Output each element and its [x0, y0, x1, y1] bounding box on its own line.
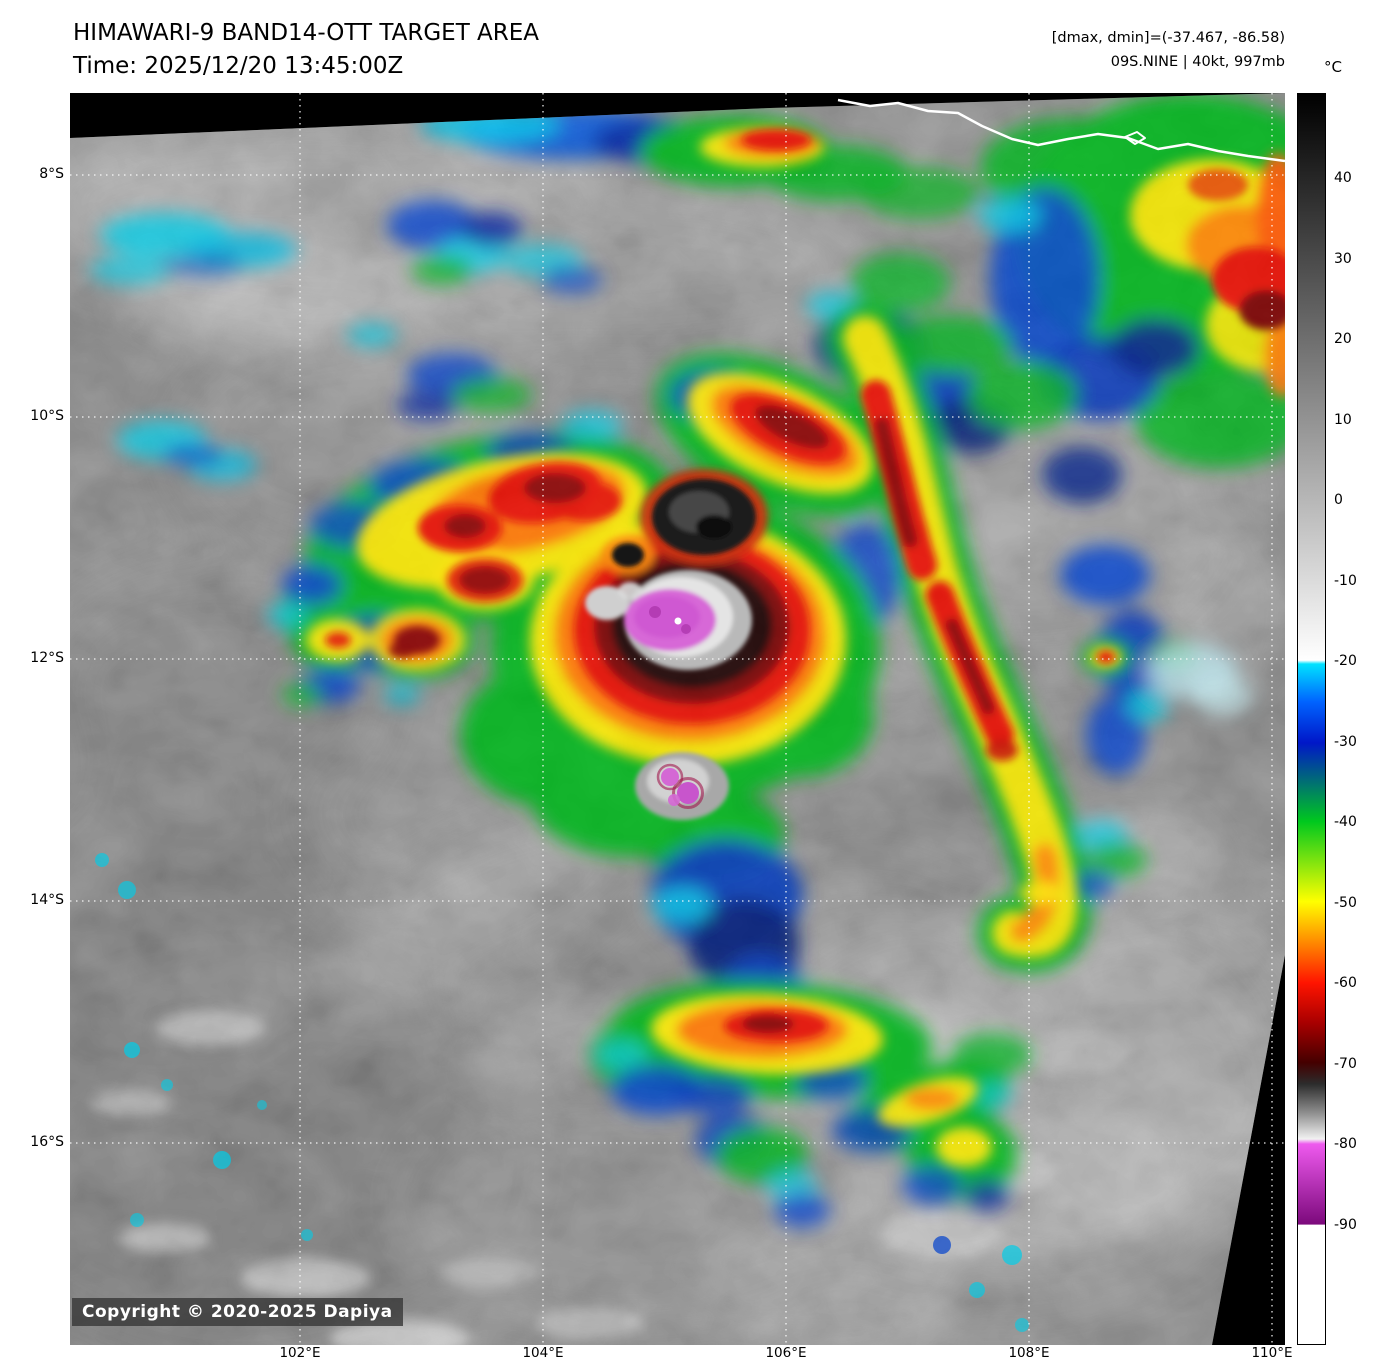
colorbar-tick: -50 [1334, 895, 1357, 911]
dmax-dmin-readout: [dmax, dmin]=(-37.467, -86.58) [1051, 30, 1285, 46]
lon-label: 104°E [522, 1345, 564, 1359]
lon-label: 102°E [279, 1345, 321, 1359]
lat-label: 14°S [30, 892, 64, 908]
satellite-image-plot [70, 93, 1285, 1345]
colorbar-tick: 20 [1334, 331, 1352, 347]
colorbar-tick: 40 [1334, 170, 1352, 186]
header-meta: [dmax, dmin]=(-37.467, -86.58) 09S.NINE … [1052, 26, 1285, 74]
colorbar-tick: -90 [1334, 1217, 1357, 1233]
cyclone-ir-art [70, 93, 1285, 1345]
product-title: HIMAWARI-9 BAND14-OTT TARGET AREA [73, 20, 540, 46]
colorbar-tick: -30 [1334, 734, 1357, 750]
storm-info: 09S.NINE | 40kt, 997mb [1110, 54, 1285, 70]
lat-label: 16°S [30, 1134, 64, 1150]
lon-label: 110°E [1251, 1345, 1293, 1359]
colorbar-tick: -40 [1334, 814, 1357, 830]
lon-label: 108°E [1008, 1345, 1050, 1359]
coastline [837, 98, 1285, 163]
lat-label: 10°S [30, 408, 64, 424]
colorbar-tick: 10 [1334, 412, 1352, 428]
colorbar-tick: -10 [1334, 573, 1357, 589]
lat-label: 12°S [30, 650, 64, 666]
lon-label: 106°E [765, 1345, 807, 1359]
colorbar-unit: °C [1324, 58, 1342, 76]
colorbar-tick: 30 [1334, 251, 1352, 267]
lat-label: 8°S [39, 166, 64, 182]
colorbar-gradient [1297, 93, 1326, 1345]
graticule [70, 93, 1285, 1345]
copyright-badge: Copyright © 2020-2025 Dapiya [72, 1298, 403, 1326]
product-time: Time: 2025/12/20 13:45:00Z [73, 53, 404, 79]
colorbar-tick: -70 [1334, 1056, 1357, 1072]
colorbar-tick: -80 [1334, 1136, 1357, 1152]
colorbar-tick: -20 [1334, 653, 1357, 669]
colorbar-tick: -60 [1334, 975, 1357, 991]
colorbar-tick: 0 [1334, 492, 1343, 508]
